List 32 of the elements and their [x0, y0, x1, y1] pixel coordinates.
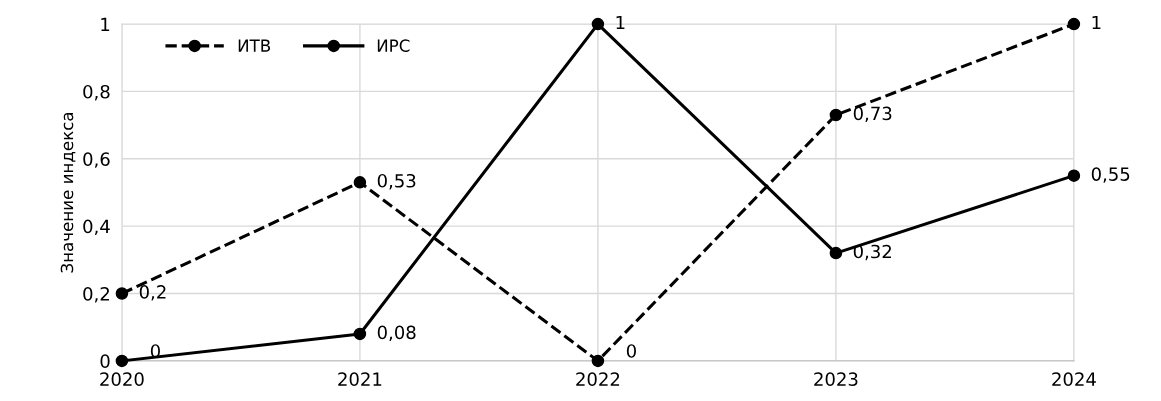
y-tick-label: 0: [100, 354, 110, 369]
data-label: 0: [626, 344, 636, 358]
point: [353, 327, 367, 341]
x-tick-label: 2021: [338, 372, 382, 386]
data-label: 1: [1092, 15, 1101, 30]
x-tick-label: 2022: [576, 372, 620, 386]
data-label: 0,2: [139, 285, 166, 301]
x-tick-label: 2020: [100, 372, 144, 386]
y-tick-label: 1: [101, 17, 110, 31]
legend-label: ИТВ: [238, 39, 271, 52]
y-axis-title: Значение индекса: [60, 112, 76, 273]
data-label: 0,73: [853, 106, 892, 123]
point: [115, 354, 129, 368]
point: [591, 354, 605, 368]
point: [829, 246, 843, 260]
x-tick-label: 2023: [814, 372, 858, 386]
point: [115, 287, 129, 300]
data-label: 1: [616, 15, 625, 30]
point: [591, 17, 605, 31]
y-tick-label: 0,4: [83, 219, 110, 236]
y-tick-label: 0,6: [83, 152, 110, 168]
point: [829, 108, 843, 122]
x-tick-label: 2024: [1052, 372, 1096, 386]
data-label: 0,08: [377, 325, 416, 342]
y-tick-label: 0,8: [83, 84, 110, 101]
point: [1067, 169, 1081, 182]
data-label: 0,55: [1091, 167, 1130, 183]
data-label: 0,53: [377, 173, 416, 190]
legend-label: ИРС: [377, 39, 410, 52]
point: [353, 176, 367, 189]
y-tick-label: 0,2: [83, 286, 109, 303]
point: [1067, 17, 1081, 31]
